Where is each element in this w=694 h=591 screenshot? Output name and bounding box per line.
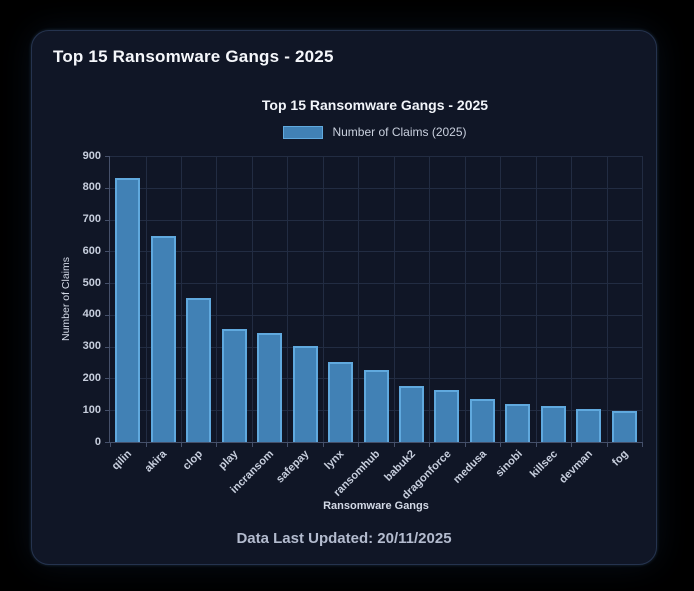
y-tick-mark: [105, 442, 110, 443]
x-tick-mark: [110, 442, 111, 447]
bar-clop[interactable]: [186, 298, 212, 442]
x-tick-mark: [535, 442, 537, 447]
grid-line-v: [571, 156, 573, 442]
x-tick-label: clop: [180, 448, 206, 473]
grid-line-h: [110, 314, 642, 316]
bar-killsec[interactable]: [540, 406, 566, 442]
y-tick-mark: [105, 378, 110, 380]
y-tick-label: 100: [82, 403, 101, 416]
y-tick-label: 800: [82, 181, 101, 194]
x-tick-label: akira: [143, 448, 170, 475]
chart-title: Top 15 Ransomware Gangs - 2025: [261, 97, 489, 113]
y-tick-mark: [105, 346, 110, 348]
page-title: Top 15 Ransomware Gangs - 2025: [53, 47, 334, 66]
plot-area[interactable]: Number of Claims Ransomware Gangs 0 100 20…: [60, 150, 643, 512]
grid-line-v: [216, 156, 218, 442]
y-tick-label: 600: [82, 244, 101, 257]
x-tick-mark: [358, 442, 360, 447]
grid-line-v: [251, 156, 253, 442]
x-tick-label: devman: [557, 448, 596, 486]
grid-line-v: [429, 156, 431, 442]
bar-lynx[interactable]: [328, 361, 353, 442]
bar-medusa[interactable]: [469, 399, 495, 442]
x-tick-mark: [322, 442, 324, 447]
grid-line-v: [322, 156, 324, 442]
legend-label: Number of Claims (2025): [332, 125, 467, 139]
y-tick-label: 700: [82, 213, 101, 226]
x-tick-mark: [287, 442, 289, 447]
x-tick-mark: [571, 442, 573, 447]
x-tick-mark: [251, 442, 253, 447]
grid-line-h: [110, 187, 642, 189]
x-tick-mark: [145, 442, 147, 447]
grid-line-h: [110, 251, 642, 253]
x-tick-mark: [216, 442, 218, 447]
x-tick-label: safepay: [274, 448, 312, 486]
y-tick-mark: [105, 251, 110, 253]
x-tick-mark: [464, 442, 466, 447]
bar-akira[interactable]: [150, 236, 176, 442]
y-axis-title: Number of Claims: [60, 256, 72, 342]
bar-fog[interactable]: [611, 410, 637, 442]
legend-item-claims[interactable]: Number of Claims (2025): [283, 125, 467, 139]
grid-line-v: [606, 156, 608, 442]
grid-line-h: [110, 346, 642, 348]
y-tick-label: 300: [82, 340, 101, 353]
bar-qilin[interactable]: [115, 178, 141, 442]
bar-play[interactable]: [221, 328, 247, 442]
y-tick-label: 500: [82, 276, 101, 289]
x-tick-mark: [429, 442, 431, 447]
grid-line-v: [393, 156, 395, 442]
dashboard-card: Top 15 Ransomware Gangs - 2025 Top 15 Ra…: [31, 30, 657, 565]
grid-line-v: [358, 156, 360, 442]
y-tick-label: 0: [94, 435, 101, 448]
x-tick-mark: [180, 442, 182, 447]
grid-line-v: [500, 156, 502, 442]
grid-line-v: [287, 156, 289, 442]
grid-line-h: [110, 156, 642, 157]
x-tick-mark: [642, 442, 643, 447]
bar-babuk2[interactable]: [399, 386, 424, 442]
x-tick-mark: [606, 442, 608, 447]
bar-ransomhub[interactable]: [363, 369, 389, 442]
bar-safepay[interactable]: [292, 346, 318, 442]
y-tick-mark: [105, 283, 110, 285]
x-tick-mark: [500, 442, 502, 447]
last-updated-text: Data Last Updated: 20/11/2025: [236, 530, 452, 547]
bar-sinobi[interactable]: [505, 404, 531, 442]
x-tick-label: play: [216, 448, 241, 473]
legend-swatch-icon: [283, 125, 324, 139]
bar-incransom[interactable]: [257, 333, 283, 442]
grid-line-v: [145, 156, 147, 442]
y-tick-label: 900: [82, 149, 101, 162]
grid-line-h: [110, 283, 642, 285]
y-tick-mark: [105, 156, 110, 157]
y-tick-mark: [105, 219, 110, 221]
x-tick-label: babuk2: [382, 448, 418, 484]
x-tick-mark: [393, 442, 395, 447]
x-tick-label: lynx: [322, 448, 347, 473]
grid-line-v: [464, 156, 466, 442]
y-tick-mark: [105, 410, 110, 412]
grid-line-h: [110, 219, 642, 221]
x-tick-label: killsec: [527, 448, 560, 481]
grid-line-v: [642, 156, 643, 442]
bar-dragonforce[interactable]: [434, 389, 460, 442]
grid-line-v: [180, 156, 182, 442]
grid-line-v: [535, 156, 537, 442]
x-tick-label: fog: [610, 448, 631, 469]
y-tick-label: 200: [82, 371, 101, 384]
bar-devman[interactable]: [576, 409, 602, 442]
chart-legend: Number of Claims (2025): [109, 125, 641, 139]
x-tick-label: medusa: [450, 448, 489, 486]
x-axis-title: Ransomware Gangs: [323, 500, 429, 512]
x-tick-label: qilin: [109, 448, 135, 473]
x-tick-label: sinobi: [492, 448, 525, 480]
y-tick-mark: [105, 314, 110, 316]
y-tick-label: 400: [82, 308, 101, 321]
y-tick-mark: [105, 187, 110, 189]
